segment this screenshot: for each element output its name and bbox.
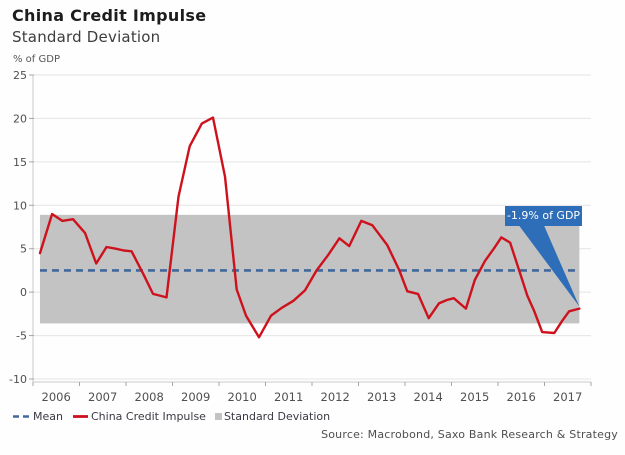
svg-text:15: 15 bbox=[13, 156, 27, 169]
x-axis-ticks: 2006 2007 2008 2009 2010 2011 2012 2013 2014 2015… bbox=[32, 382, 592, 404]
svg-text:20: 20 bbox=[13, 112, 27, 125]
svg-text:2013: 2013 bbox=[367, 390, 396, 404]
credit-impulse-line bbox=[38, 116, 581, 339]
legend-label-credit-impulse: China Credit Impulse bbox=[90, 410, 206, 423]
chart-subtitle: Standard Deviation bbox=[12, 28, 161, 46]
svg-text:2014: 2014 bbox=[414, 390, 443, 404]
std-deviation-legend-marker-icon bbox=[214, 413, 222, 420]
legend-label-mean: Mean bbox=[33, 410, 63, 423]
svg-text:-5: -5 bbox=[16, 330, 27, 343]
annotation-callout: -1.9% of GDP bbox=[505, 206, 582, 226]
svg-text:2015: 2015 bbox=[460, 390, 489, 404]
chart-title: China Credit Impulse bbox=[12, 6, 207, 25]
svg-text:5: 5 bbox=[20, 243, 27, 256]
y-axis-ticks: 25 20 15 10 5 0 -5 -10 bbox=[9, 69, 34, 386]
svg-text:2010: 2010 bbox=[228, 390, 257, 404]
chart-legend: Mean China Credit Impulse Standard Devia… bbox=[12, 410, 339, 423]
mean-legend-marker-icon bbox=[13, 415, 30, 418]
annotation-pointer bbox=[519, 225, 580, 307]
svg-text:2009: 2009 bbox=[181, 390, 210, 404]
svg-text:2017: 2017 bbox=[553, 390, 582, 404]
svg-text:25: 25 bbox=[13, 69, 27, 82]
svg-text:-10: -10 bbox=[9, 373, 27, 386]
y-axis-unit-label: % of GDP bbox=[13, 54, 60, 65]
legend-label-standard-deviation: Standard Deviation bbox=[223, 410, 331, 423]
source-credit: Source: Macrobond, Saxo Bank Research & … bbox=[321, 428, 618, 441]
svg-text:0: 0 bbox=[20, 286, 27, 299]
svg-text:2016: 2016 bbox=[507, 390, 536, 404]
svg-text:2006: 2006 bbox=[42, 390, 71, 404]
standard-deviation-band bbox=[39, 214, 580, 324]
grid-lines bbox=[33, 74, 591, 380]
credit-impulse-legend-marker-icon bbox=[72, 415, 88, 418]
svg-text:2012: 2012 bbox=[321, 390, 350, 404]
svg-text:10: 10 bbox=[13, 199, 27, 212]
svg-text:2011: 2011 bbox=[274, 390, 303, 404]
axis-lines bbox=[32, 75, 591, 383]
svg-text:2008: 2008 bbox=[135, 390, 164, 404]
svg-text:2007: 2007 bbox=[88, 390, 117, 404]
